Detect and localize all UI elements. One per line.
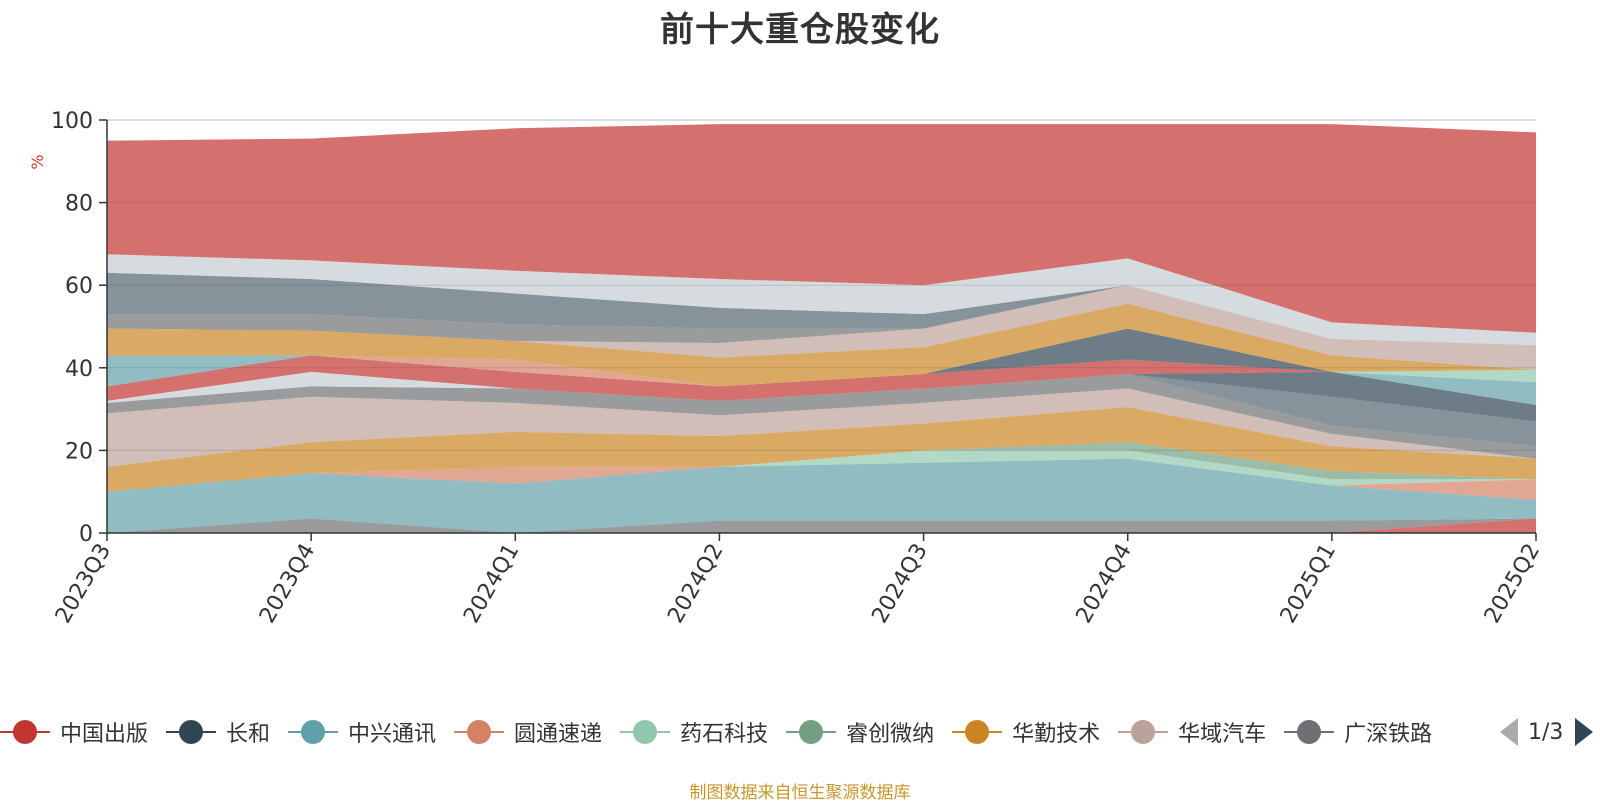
y-tick-label-60: 60 <box>65 274 93 299</box>
legend-item[interactable]: 广深铁路 <box>1284 712 1432 752</box>
area-layer-21 <box>107 254 1536 346</box>
legend-item[interactable]: 华勤技术 <box>952 712 1100 752</box>
area-layer-15 <box>107 355 1536 387</box>
legend-label: 睿创微纳 <box>846 722 935 747</box>
y-tick-label-0: 0 <box>79 522 93 547</box>
legend-item[interactable]: 圆通速递 <box>454 712 602 752</box>
source-note: 制图数据来自恒生聚源数据库 <box>689 783 911 803</box>
area-layer-3 <box>107 458 1536 500</box>
area-layer-17 <box>107 303 1536 387</box>
legend: 中国出版 长和 中兴通讯 圆通速递 药石科技 睿创微纳 华勤技术 华域汽车 广深铁路 1/3 <box>0 712 1600 752</box>
area-layer-1 <box>107 518 1536 533</box>
area-layer-6 <box>107 407 1536 492</box>
area-layer-4 <box>107 450 1536 492</box>
legend-swatch-icon <box>786 720 837 744</box>
legend-next-page-icon[interactable] <box>1575 718 1594 746</box>
x-tick-label-3: 2024Q2 <box>663 540 728 628</box>
y-tick-label-20: 20 <box>65 439 93 464</box>
legend-swatch-icon <box>166 720 217 744</box>
area-layer-7 <box>107 388 1536 467</box>
legend-swatch-icon <box>952 720 1003 744</box>
area-layer-5 <box>107 442 1536 492</box>
legend-prev-page-icon[interactable] <box>1500 718 1518 746</box>
area-layer-16 <box>107 328 1536 387</box>
legend-label: 中兴通讯 <box>348 722 437 747</box>
x-tick-label-6: 2025Q1 <box>1276 540 1341 628</box>
chart-title: 前十大重仓股变化 <box>660 10 940 50</box>
legend-item[interactable]: 中兴通讯 <box>288 712 436 752</box>
legend-swatch-icon <box>620 720 671 744</box>
area-layer-13 <box>107 355 1536 405</box>
legend-swatch-icon <box>288 720 339 744</box>
area-layer-8 <box>107 373 1536 459</box>
legend-label: 广深铁路 <box>1344 722 1433 747</box>
y-axis-label: % <box>28 154 47 169</box>
x-tick-label-1: 2023Q4 <box>255 540 320 628</box>
x-tick-label-0: 2023Q3 <box>51 540 116 628</box>
legend-item[interactable]: 中国出版 <box>0 712 148 752</box>
legend-pager: 1/3 <box>1500 712 1594 752</box>
legend-item[interactable]: 华域汽车 <box>1118 712 1266 752</box>
x-tick-label-7: 2025Q2 <box>1480 540 1545 628</box>
y-tick-label-40: 40 <box>65 357 93 382</box>
legend-label: 华勤技术 <box>1012 722 1101 747</box>
legend-label: 长和 <box>226 722 271 747</box>
area-layer-22 <box>107 124 1536 333</box>
legend-swatch-icon <box>1284 720 1335 744</box>
area-layer-20 <box>107 272 1536 346</box>
legend-items: 中国出版 长和 中兴通讯 圆通速递 药石科技 睿创微纳 华勤技术 华域汽车 广深铁路 <box>0 712 1450 752</box>
area-layer-0 <box>107 518 1536 533</box>
legend-label: 圆通速递 <box>514 722 603 747</box>
legend-label: 中国出版 <box>60 722 149 747</box>
legend-label: 药石科技 <box>680 722 769 747</box>
x-tick-label-4: 2024Q3 <box>867 540 932 628</box>
legend-item[interactable]: 长和 <box>166 712 270 752</box>
legend-item[interactable]: 药石科技 <box>620 712 768 752</box>
legend-swatch-icon <box>1118 720 1169 744</box>
legend-viewport: 中国出版 长和 中兴通讯 圆通速递 药石科技 睿创微纳 华勤技术 华域汽车 广深铁路 <box>0 712 1484 752</box>
y-tick-label-100: 100 <box>51 109 93 134</box>
legend-page-indicator: 1/3 <box>1528 719 1564 745</box>
legend-swatch-icon <box>0 720 50 744</box>
y-tick-label-80: 80 <box>65 192 93 217</box>
area-layer-18 <box>107 285 1536 370</box>
legend-label: 华域汽车 <box>1178 722 1267 747</box>
x-tick-label-5: 2024Q4 <box>1072 540 1137 628</box>
x-tick-label-2: 2024Q1 <box>459 540 524 628</box>
legend-swatch-icon <box>454 720 505 744</box>
area-layer-2 <box>107 458 1536 533</box>
area-layer-19 <box>107 285 1536 346</box>
legend-item[interactable]: 睿创微纳 <box>786 712 934 752</box>
